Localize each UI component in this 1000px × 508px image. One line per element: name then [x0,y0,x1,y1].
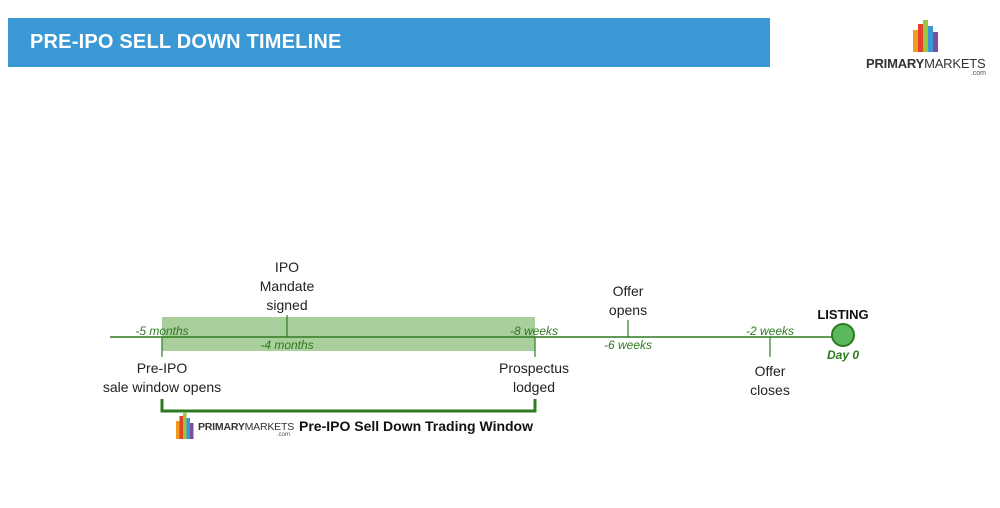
logo-suffix: .com [970,70,986,77]
day-zero-label: Day 0 [826,348,860,362]
time-label-minus-5-months: -5 months [135,324,189,338]
trading-window-band [162,317,535,351]
time-label-minus-6-weeks: -6 weeks [603,338,653,352]
event-offer-opens: Offer opens [608,283,648,318]
logo-bars-icon [913,20,938,52]
trading-window-logo: PRIMARYMARKETS .com [176,413,296,439]
event-ipo-mandate: IPO Mandate signed [259,259,315,313]
listing-marker [831,323,855,347]
logo-wordmark: PRIMARYMARKETS [866,56,986,71]
time-label-minus-8-weeks: -8 weeks [509,324,559,338]
trading-window-label: Pre-IPO Sell Down Trading Window [299,418,534,434]
event-prospectus: Prospectus lodged [498,360,570,395]
logo-wordmark: PRIMARYMARKETS [198,421,294,433]
title-banner: PRE-IPO SELL DOWN TIMELINE [8,18,770,67]
listing-label: LISTING [817,307,869,322]
logo-suffix: .com [277,432,291,438]
trading-window-bracket [160,399,537,413]
event-pre-ipo-window: Pre-IPO sale window opens [102,360,222,395]
page-title: PRE-IPO SELL DOWN TIMELINE [30,31,342,53]
primarymarkets-logo: PRIMARYMARKETS .com [866,20,990,77]
time-label-minus-2-weeks: -2 weeks [745,324,795,338]
time-label-minus-4-months: -4 months [260,338,314,352]
event-offer-closes: Offer closes [750,363,790,398]
logo-bars-icon [176,413,194,439]
